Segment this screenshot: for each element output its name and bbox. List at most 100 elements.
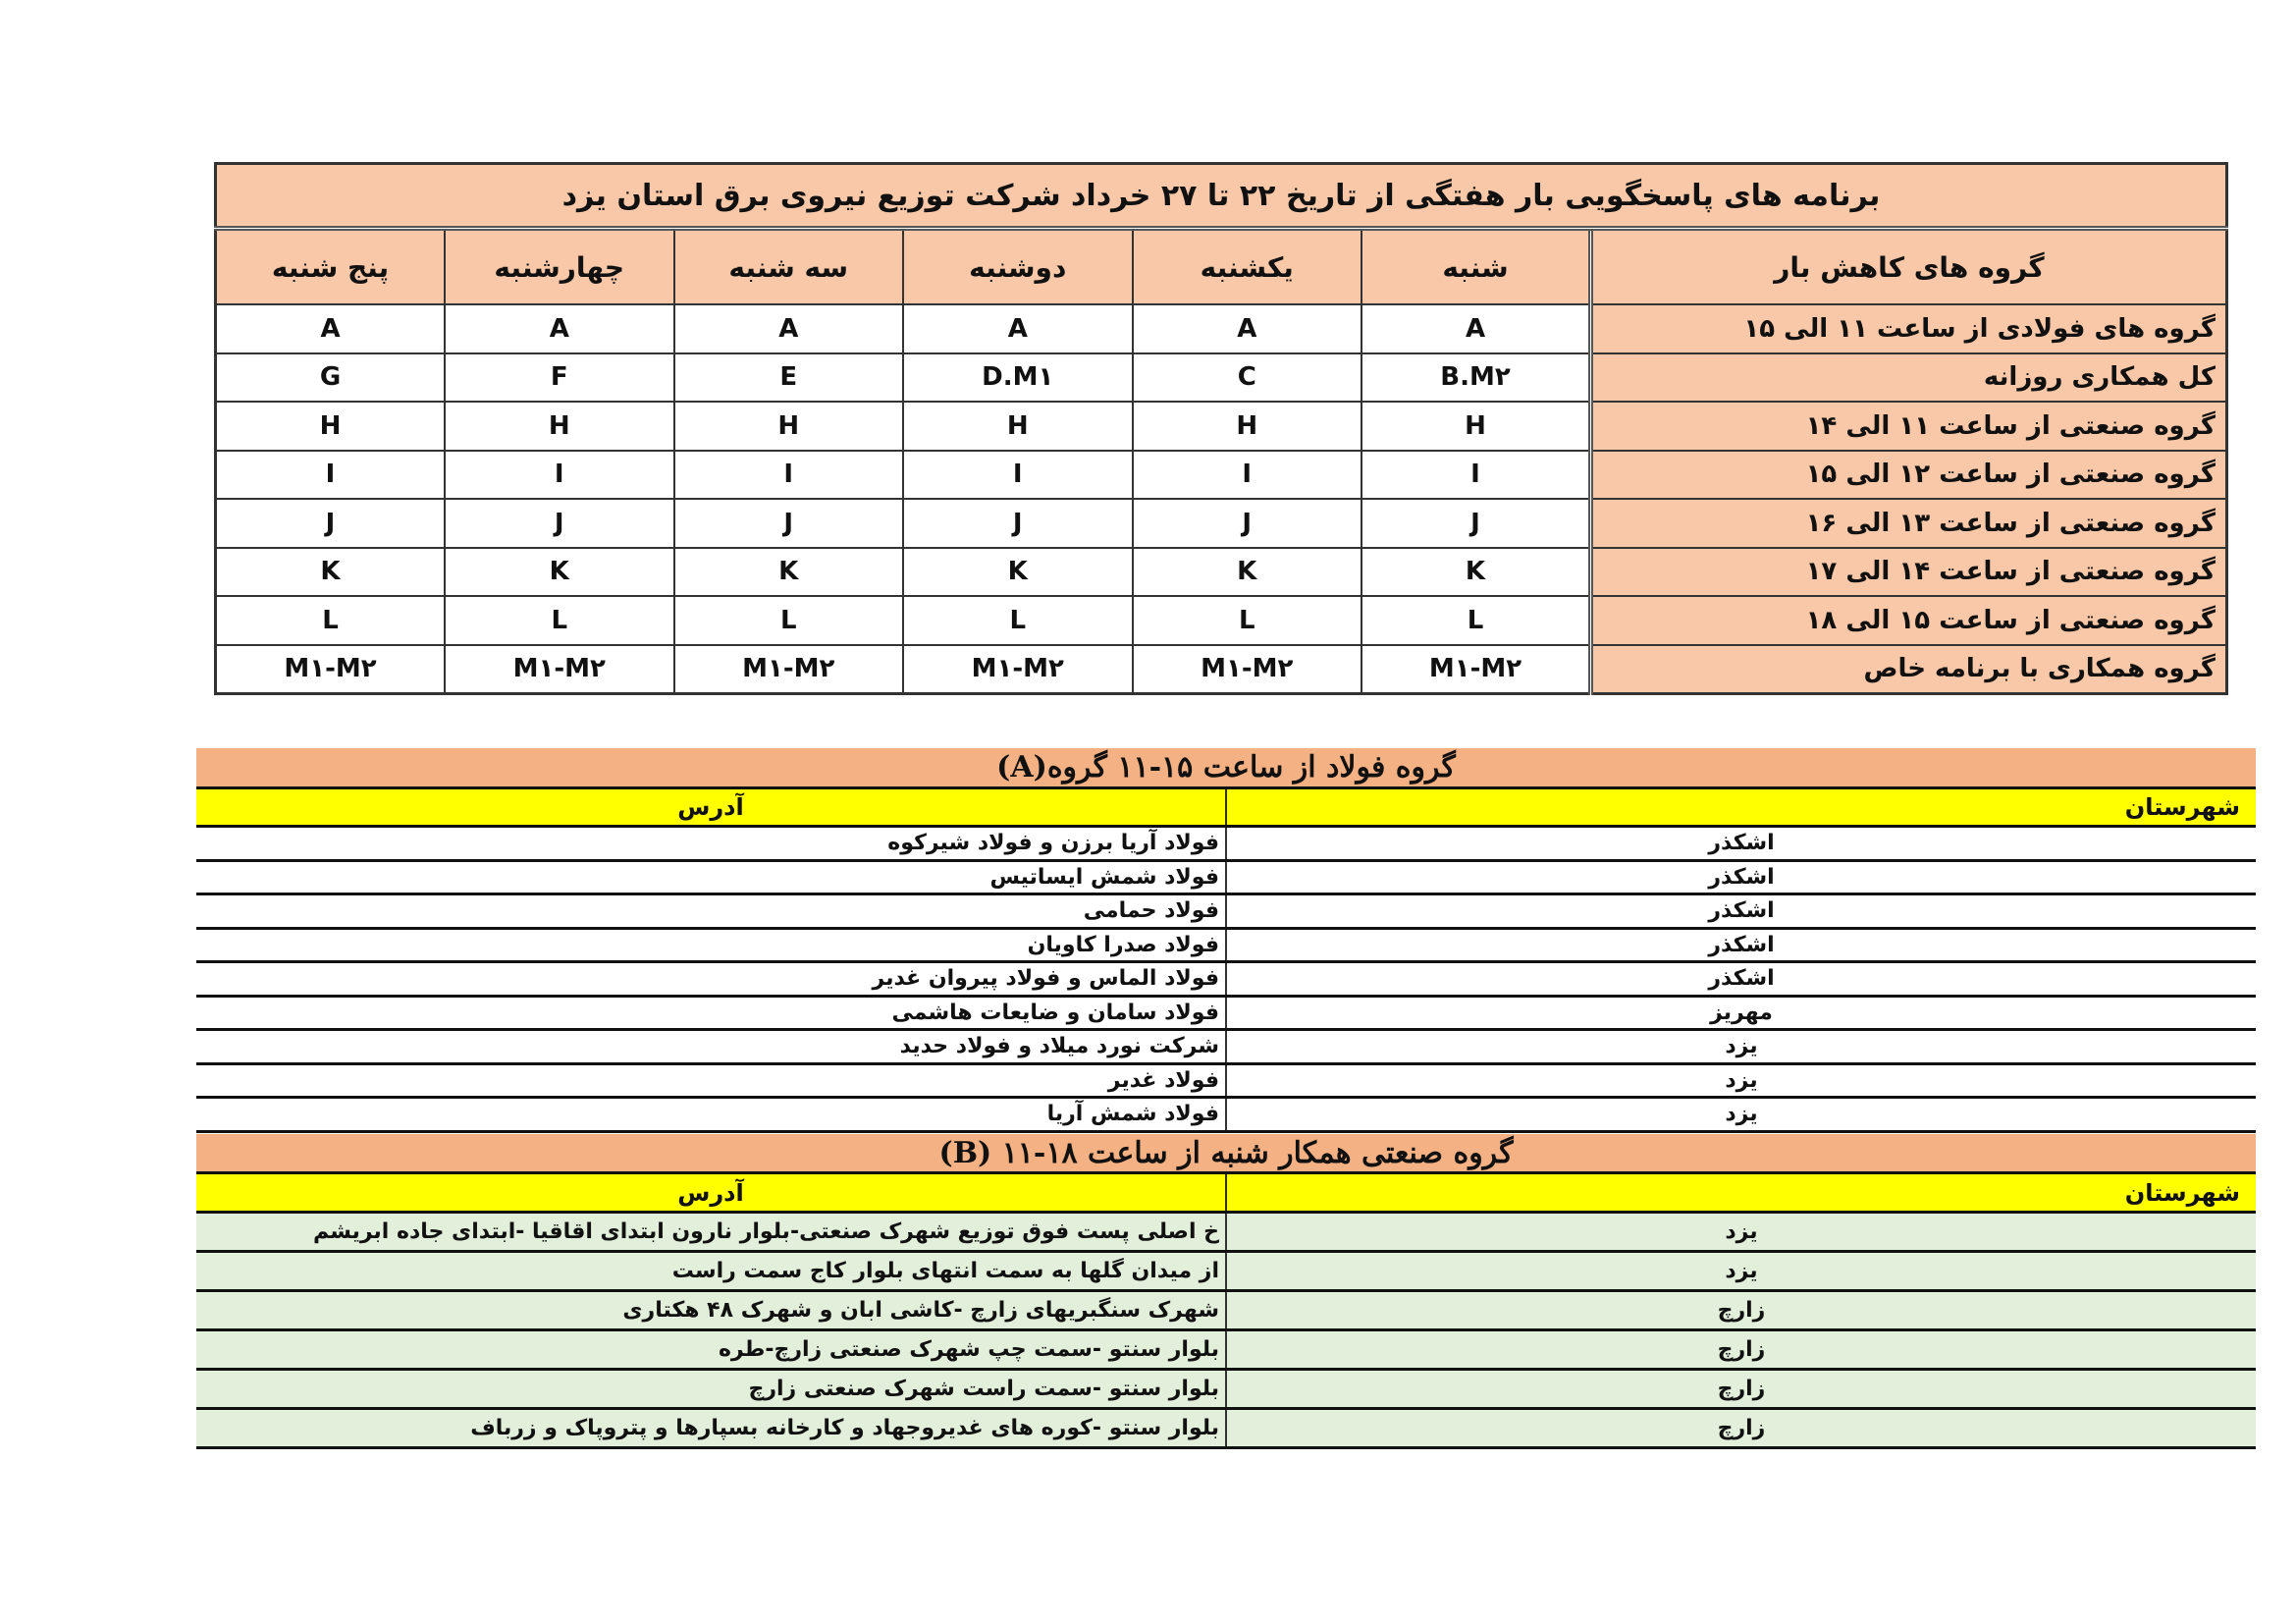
table-row: کل همکاری روزانه B.M۲ C D.M۱ E F G (214, 352, 2228, 403)
group-label: گروه همکاری با برنامه خاص (1588, 643, 2228, 695)
table-row: زارچ بلوار سنتو -کوره های غدیروجهاد و کار… (196, 1408, 2256, 1449)
address-cell: شهرک سنگبریهای زارچ -کاشی ابان و شهرک ۴۸… (196, 1290, 1226, 1331)
group-code-cell: C (1131, 352, 1362, 403)
group-code-cell: A (444, 303, 675, 354)
day-header: دوشنبه (902, 227, 1134, 305)
group-code-cell: H (1131, 401, 1362, 452)
address-cell: بلوار سنتو -کوره های غدیروجهاد و کارخانه… (196, 1408, 1226, 1449)
group-code-cell: K (672, 546, 904, 597)
group-code-cell: J (444, 498, 675, 549)
table-row: زارچ بلوار سنتو -سمت راست شهرک صنعتی زارچ (196, 1369, 2256, 1410)
group-label: گروه صنعتی از ساعت ۱۵ الی ۱۸ (1588, 595, 2228, 646)
table-row: گروه صنعتی از ساعت ۱۱ الی ۱۴ H H H H H H (214, 401, 2228, 452)
table-row: یزد شرکت نورد میلاد و فولاد حدید (196, 1029, 2256, 1065)
section-b-table: گروه صنعتی همکار شنبه از ساعت ۱۸-۱۱ (B) … (196, 1134, 2256, 1449)
group-label: گروه صنعتی از ساعت ۱۲ الی ۱۵ (1588, 449, 2228, 500)
table-row: اشکذر فولاد صدرا کاویان (196, 928, 2256, 963)
group-code-cell: K (902, 546, 1134, 597)
city-cell: یزد (1225, 1063, 2256, 1099)
group-code-cell: A (214, 303, 446, 354)
group-label: گروه های فولادی از ساعت ۱۱ الی ۱۵ (1588, 303, 2228, 354)
address-cell: فولاد شمش آریا (196, 1097, 1226, 1133)
group-code-cell: J (1131, 498, 1362, 549)
city-cell: اشکذر (1225, 893, 2256, 930)
group-code-cell: I (214, 449, 446, 500)
group-code-cell: G (214, 352, 446, 403)
address-cell: شرکت نورد میلاد و فولاد حدید (196, 1029, 1226, 1065)
section-a-title: گروه فولاد از ساعت ۱۵-۱۱ گروه(A) (196, 748, 2256, 789)
group-code-cell: H (902, 401, 1134, 452)
group-code-cell: L (1361, 595, 1592, 646)
table-row: یزد خ اصلی پست فوق توزیع شهرک صنعتی-بلوار… (196, 1212, 2256, 1253)
address-cell: فولاد سامان و ضایعات هاشمی (196, 996, 1226, 1031)
city-cell: زارچ (1225, 1329, 2256, 1371)
day-header: یکشنبه (1131, 227, 1362, 305)
table-row: گروه صنعتی از ساعت ۱۵ الی ۱۸ L L L L L L (214, 595, 2228, 646)
group-code-cell: K (214, 546, 446, 597)
city-cell: اشکذر (1225, 928, 2256, 963)
table-row: اشکذر فولاد شمش ایساتیس (196, 860, 2256, 895)
city-cell: یزد (1225, 1029, 2256, 1065)
table-row: گروه های فولادی از ساعت ۱۱ الی ۱۵ A A A A A A (214, 303, 2228, 354)
table-row: گروه صنعتی از ساعت ۱۲ الی ۱۵ I I I I I I (214, 449, 2228, 500)
group-code-cell: H (672, 401, 904, 452)
group-code-cell: H (1361, 401, 1592, 452)
group-code-cell: L (672, 595, 904, 646)
group-code-cell: E (672, 352, 904, 403)
city-cell: یزد (1225, 1251, 2256, 1292)
address-header: آدرس (196, 1172, 1226, 1214)
address-cell: فولاد آریا برزن و فولاد شیرکوه (196, 826, 1226, 862)
group-code-cell: M۱-M۲ (902, 643, 1134, 695)
group-label: گروه صنعتی از ساعت ۱۱ الی ۱۴ (1588, 401, 2228, 452)
table-row: اشکذر فولاد آریا برزن و فولاد شیرکوه (196, 826, 2256, 862)
group-code-cell: K (1131, 546, 1362, 597)
address-cell: فولاد الماس و فولاد پیروان غدیر (196, 961, 1226, 998)
group-label: گروه صنعتی از ساعت ۱۳ الی ۱۶ (1588, 498, 2228, 549)
city-header: شهرستان (1225, 787, 2256, 828)
city-cell: یزد (1225, 1097, 2256, 1133)
group-code-cell: M۱-M۲ (214, 643, 446, 695)
group-code-cell: B.M۲ (1361, 352, 1592, 403)
table-row: یزد فولاد شمش آریا (196, 1097, 2256, 1133)
address-cell: بلوار سنتو -سمت راست شهرک صنعتی زارچ (196, 1369, 1226, 1410)
city-cell: زارچ (1225, 1369, 2256, 1410)
table-row: اشکذر فولاد حمامی (196, 893, 2256, 930)
city-cell: اشکذر (1225, 826, 2256, 862)
group-header: گروه های کاهش بار (1588, 227, 2228, 305)
section-b-title: گروه صنعتی همکار شنبه از ساعت ۱۸-۱۱ (B) (196, 1134, 2256, 1174)
group-code-cell: L (214, 595, 446, 646)
group-code-cell: K (1361, 546, 1592, 597)
address-cell: فولاد صدرا کاویان (196, 928, 1226, 963)
weekly-schedule-table: برنامه های پاسخگویی بار هفتگی از تاریخ ۲… (214, 162, 2228, 695)
table-row: گروه صنعتی از ساعت ۱۳ الی ۱۶ J J J J J J (214, 498, 2228, 549)
group-code-cell: H (444, 401, 675, 452)
address-header: آدرس (196, 787, 1226, 828)
address-cell: فولاد حمامی (196, 893, 1226, 930)
group-code-cell: A (1361, 303, 1592, 354)
group-code-cell: M۱-M۲ (444, 643, 675, 695)
group-code-cell: L (444, 595, 675, 646)
group-code-cell: M۱-M۲ (1361, 643, 1592, 695)
group-code-cell: J (214, 498, 446, 549)
day-header: چهارشنبه (444, 227, 675, 305)
table-row: گروه صنعتی از ساعت ۱۴ الی ۱۷ K K K K K K (214, 546, 2228, 597)
table-row: یزد فولاد غدیر (196, 1063, 2256, 1099)
table-row: یزد از میدان گلها به سمت انتهای بلوار کاج… (196, 1251, 2256, 1292)
address-cell: فولاد شمش ایساتیس (196, 860, 1226, 895)
group-code-cell: D.M۱ (902, 352, 1134, 403)
group-code-cell: F (444, 352, 675, 403)
city-cell: زارچ (1225, 1290, 2256, 1331)
table-row: مهریز فولاد سامان و ضایعات هاشمی (196, 996, 2256, 1031)
city-cell: اشکذر (1225, 961, 2256, 998)
group-code-cell: J (1361, 498, 1592, 549)
city-header: شهرستان (1225, 1172, 2256, 1214)
address-cell: از میدان گلها به سمت انتهای بلوار کاج سم… (196, 1251, 1226, 1292)
group-label: گروه صنعتی از ساعت ۱۴ الی ۱۷ (1588, 546, 2228, 597)
group-code-cell: A (1131, 303, 1362, 354)
group-code-cell: A (902, 303, 1134, 354)
group-code-cell: A (672, 303, 904, 354)
city-cell: اشکذر (1225, 860, 2256, 895)
group-label: کل همکاری روزانه (1588, 352, 2228, 403)
day-header: شنبه (1361, 227, 1592, 305)
group-code-cell: I (1361, 449, 1592, 500)
